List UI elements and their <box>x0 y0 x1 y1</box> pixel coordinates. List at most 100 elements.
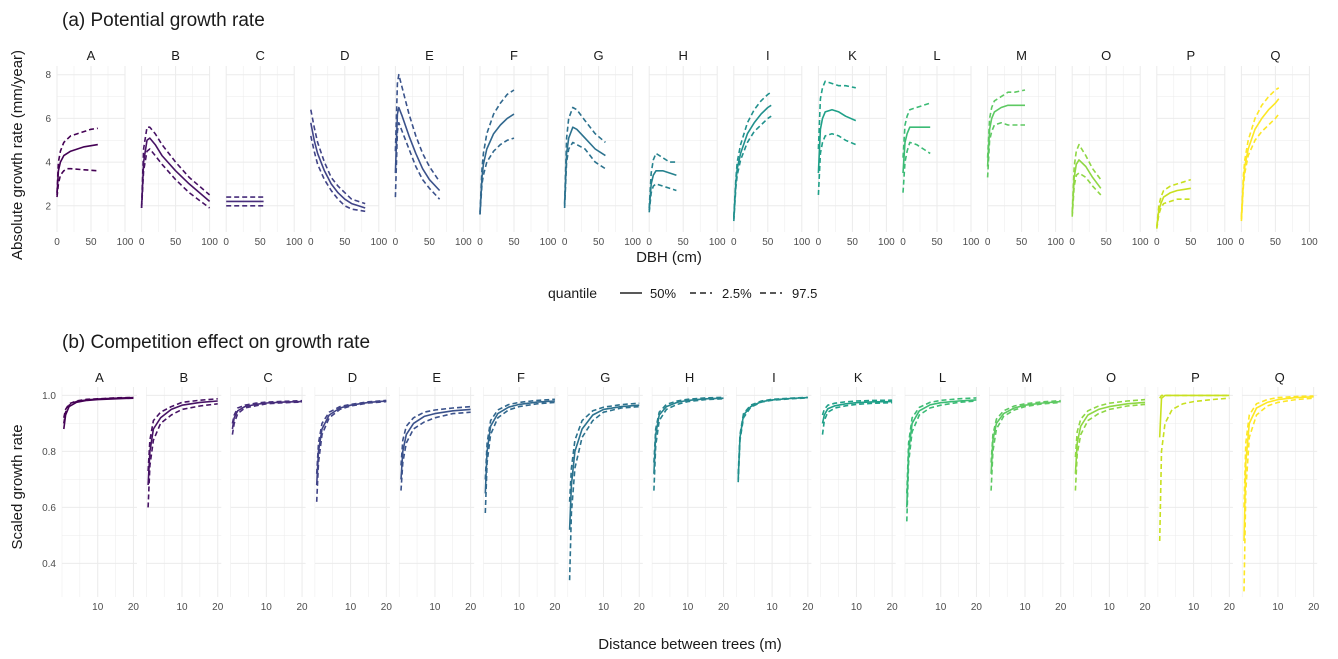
x-tick-label: 20 <box>802 602 814 613</box>
series-line <box>821 401 893 435</box>
y-tick-label: 0.4 <box>42 559 56 570</box>
series-line <box>484 398 555 480</box>
series-line <box>902 102 931 158</box>
facet-label: P <box>1191 370 1200 385</box>
x-tick-label: 50 <box>170 237 182 248</box>
x-tick-label: 0 <box>54 237 60 248</box>
x-tick-label: 50 <box>931 237 943 248</box>
x-tick-label: 50 <box>339 237 351 248</box>
series-line <box>1158 394 1230 438</box>
series-line <box>479 89 515 213</box>
series-line <box>140 148 211 209</box>
x-tick-label: 0 <box>816 237 822 248</box>
x-tick-label: 20 <box>128 602 140 613</box>
series-line <box>1156 178 1192 227</box>
x-tick-label: 100 <box>709 237 726 248</box>
x-tick-label: 10 <box>92 602 104 613</box>
facet-label: F <box>510 48 518 63</box>
series-line <box>563 141 606 209</box>
facet-label: B <box>179 370 188 385</box>
series-line <box>231 399 303 424</box>
facet-i: I 10 20 <box>736 370 814 613</box>
facet-label: E <box>432 370 441 385</box>
x-tick-label: 0 <box>562 237 568 248</box>
series-line <box>986 104 1025 167</box>
x-tick-label: 10 <box>767 602 779 613</box>
y-tick-label: 0.6 <box>42 503 56 514</box>
x-tick-label: 100 <box>540 237 557 248</box>
legend-item-label: 2.5% <box>722 286 752 301</box>
series-line <box>147 398 218 472</box>
facet-label: O <box>1106 370 1116 385</box>
panel-b-title: (b) Competition effect on growth rate <box>62 332 370 353</box>
series-line <box>817 108 857 174</box>
series-line <box>400 405 471 466</box>
series-line <box>315 400 387 502</box>
series-line <box>568 405 640 581</box>
series-line <box>1071 159 1102 215</box>
legend: quantile 50% 2.5% 97.5 <box>548 285 817 301</box>
series-line <box>140 126 211 206</box>
x-tick-label: 20 <box>887 602 899 613</box>
facet-e: E 10 20 <box>398 370 477 613</box>
x-tick-label: 100 <box>455 237 472 248</box>
facet-h: H 0 50 100 <box>646 48 726 248</box>
x-tick-label: 10 <box>514 602 526 613</box>
series-line <box>737 396 808 474</box>
series-line <box>563 126 606 206</box>
facet-label: E <box>425 48 434 63</box>
series-line <box>484 401 555 514</box>
series-line <box>648 183 677 213</box>
facet-label: Q <box>1270 48 1280 63</box>
x-tick-label: 0 <box>985 237 991 248</box>
series-line <box>906 400 977 522</box>
facet-m: M 0 50 100 <box>985 48 1065 248</box>
x-tick-label: 0 <box>1239 237 1245 248</box>
x-tick-label: 0 <box>900 237 906 248</box>
x-tick-label: 50 <box>85 237 97 248</box>
y-tick-label: 1.0 <box>42 391 56 402</box>
x-tick-label: 10 <box>345 602 357 613</box>
series-line <box>394 73 441 183</box>
panel-b-xlabel: Distance between trees (m) <box>598 636 781 653</box>
series-line <box>990 399 1061 463</box>
facet-f: F 0 50 100 <box>477 48 557 248</box>
facet-label: D <box>340 48 349 63</box>
x-tick-label: 10 <box>429 602 441 613</box>
series-line <box>147 403 218 508</box>
facet-h: H 10 20 <box>651 370 730 613</box>
x-tick-label: 10 <box>1272 602 1284 613</box>
x-tick-label: 20 <box>1055 602 1067 613</box>
series-line <box>1074 401 1146 474</box>
x-tick-label: 10 <box>176 602 188 613</box>
x-tick-label: 10 <box>598 602 610 613</box>
x-tick-label: 20 <box>634 602 646 613</box>
y-tick-label: 6 <box>45 114 51 125</box>
series-line <box>568 404 640 530</box>
x-tick-label: 0 <box>139 237 145 248</box>
x-tick-label: 0 <box>731 237 737 248</box>
x-tick-label: 10 <box>261 602 273 613</box>
panel-a-xlabel: DBH (cm) <box>636 249 702 266</box>
series-line <box>56 143 98 195</box>
series-line <box>821 400 893 424</box>
facet-a: A 0 50 100 2 4 6 8 <box>45 48 133 248</box>
facet-q: Q 10 20 <box>1241 370 1320 613</box>
series-line <box>1071 172 1102 217</box>
x-tick-label: 10 <box>851 602 863 613</box>
x-tick-label: 0 <box>1154 237 1160 248</box>
facet-d: D 0 50 100 <box>308 48 388 248</box>
facet-a: A 10 20 0.4 0.6 0.8 1.0 <box>42 370 139 613</box>
facet-label: K <box>854 370 863 385</box>
series-line <box>310 135 366 213</box>
x-tick-label: 50 <box>1016 237 1028 248</box>
facet-c: C 0 50 100 <box>223 48 303 248</box>
x-tick-label: 0 <box>1069 237 1075 248</box>
x-tick-label: 100 <box>201 237 218 248</box>
series-line <box>906 397 977 494</box>
x-tick-label: 0 <box>393 237 399 248</box>
x-tick-label: 20 <box>718 602 730 613</box>
legend-title: quantile <box>548 285 597 301</box>
